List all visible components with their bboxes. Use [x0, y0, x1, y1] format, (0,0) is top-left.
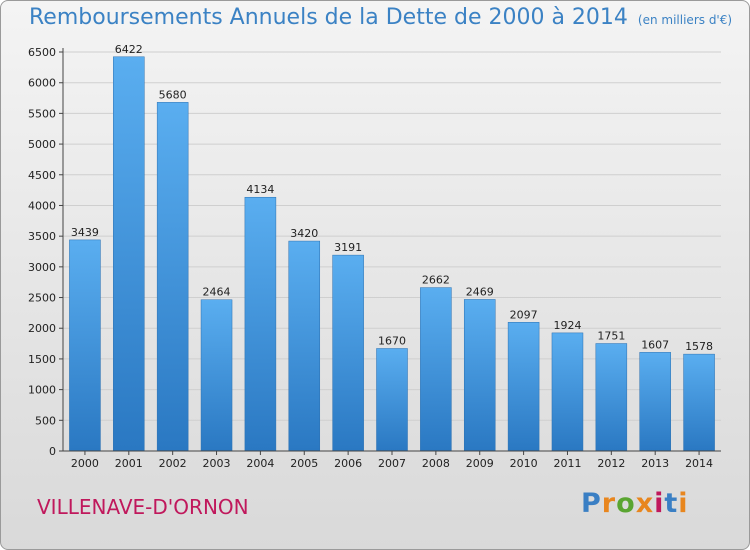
- y-tick-label: 3500: [28, 230, 56, 243]
- y-tick-label: 1500: [28, 353, 56, 366]
- y-tick-label: 5500: [28, 107, 56, 120]
- data-label-2005: 3420: [290, 227, 318, 240]
- x-tick-label-2010: 2010: [510, 457, 538, 470]
- bar-2005[interactable]: [288, 240, 321, 452]
- town-name: VILLENAVE-D'ORNON: [37, 495, 249, 519]
- y-tick-label: 6000: [28, 77, 56, 90]
- bar-2013[interactable]: [639, 352, 671, 452]
- x-tick-label-2011: 2011: [553, 457, 581, 470]
- y-tick-label: 4000: [28, 199, 56, 212]
- x-tick-label-2008: 2008: [422, 457, 450, 470]
- bar-2003[interactable]: [200, 299, 233, 452]
- data-label-2007: 1670: [378, 334, 406, 347]
- proxiti-logo[interactable]: Proxiti: [581, 488, 689, 519]
- data-label-2009: 2469: [466, 285, 494, 298]
- data-label-2011: 1924: [553, 319, 581, 332]
- bar-2008[interactable]: [420, 287, 452, 452]
- x-tick-label-2003: 2003: [203, 457, 231, 470]
- data-label-2004: 4134: [246, 183, 274, 196]
- x-tick-label-2012: 2012: [597, 457, 625, 470]
- y-tick-label: 5000: [28, 138, 56, 151]
- y-tick-label: 4500: [28, 169, 56, 182]
- bars: 3439 6422 5680 2464 4134 3420 3191 1670 2662 2469…: [69, 43, 715, 452]
- y-tick-label: 2000: [28, 322, 56, 335]
- bar-2014[interactable]: [683, 353, 715, 452]
- data-label-2006: 3191: [334, 241, 362, 254]
- data-label-2014: 1578: [685, 340, 713, 353]
- x-tick-label-2013: 2013: [641, 457, 669, 470]
- x-tick-label-2007: 2007: [378, 457, 406, 470]
- logo-letter: x: [635, 488, 655, 519]
- x-tick-label-2000: 2000: [71, 457, 99, 470]
- x-tick-label-2006: 2006: [334, 457, 362, 470]
- logo-letter: t: [664, 488, 679, 519]
- data-label-2000: 3439: [71, 226, 99, 239]
- data-label-2013: 1607: [641, 338, 669, 351]
- y-tick-label: 500: [35, 414, 56, 427]
- bar-2012[interactable]: [595, 343, 628, 452]
- y-tick-label: 6500: [28, 46, 56, 59]
- x-tick-label-2004: 2004: [246, 457, 274, 470]
- x-tick-label-2009: 2009: [466, 457, 494, 470]
- logo-letter: i: [654, 488, 665, 519]
- logo-letter: r: [601, 488, 617, 519]
- y-tick-label: 0: [49, 445, 56, 458]
- bar-2001[interactable]: [113, 56, 145, 452]
- axes: 0 500 1000 1500 2000 2500 3000 3500 4000 4500 5000…: [28, 46, 721, 470]
- bar-2000[interactable]: [69, 239, 101, 452]
- logo-letter: P: [581, 488, 602, 519]
- chart-title-text: Remboursements Annuels de la Dette de 20…: [29, 5, 628, 30]
- data-label-2012: 1751: [597, 330, 625, 343]
- x-tick-label-2001: 2001: [115, 457, 143, 470]
- data-label-2002: 5680: [159, 88, 187, 101]
- logo-letter: i: [678, 488, 689, 519]
- chart-title: Remboursements Annuels de la Dette de 20…: [29, 5, 732, 30]
- data-label-2010: 2097: [510, 308, 538, 321]
- x-tick-label-2005: 2005: [290, 457, 318, 470]
- bar-2006[interactable]: [332, 254, 364, 452]
- bar-2007[interactable]: [376, 348, 408, 452]
- bar-2009[interactable]: [463, 299, 496, 452]
- data-label-2003: 2464: [203, 286, 231, 299]
- bar-2010[interactable]: [507, 322, 540, 452]
- bar-2004[interactable]: [244, 196, 277, 452]
- chart-unit-note: (en milliers d'€): [637, 13, 733, 27]
- bar-2011[interactable]: [551, 332, 584, 452]
- y-tick-label: 3000: [28, 261, 56, 274]
- y-tick-label: 1000: [28, 384, 56, 397]
- x-tick-label-2014: 2014: [685, 457, 713, 470]
- data-label-2008: 2662: [422, 274, 450, 287]
- x-tick-label-2002: 2002: [159, 457, 187, 470]
- y-tick-label: 2500: [28, 292, 56, 305]
- data-label-2001: 6422: [115, 43, 143, 56]
- logo-letter: o: [616, 488, 636, 519]
- bar-2002[interactable]: [156, 102, 189, 452]
